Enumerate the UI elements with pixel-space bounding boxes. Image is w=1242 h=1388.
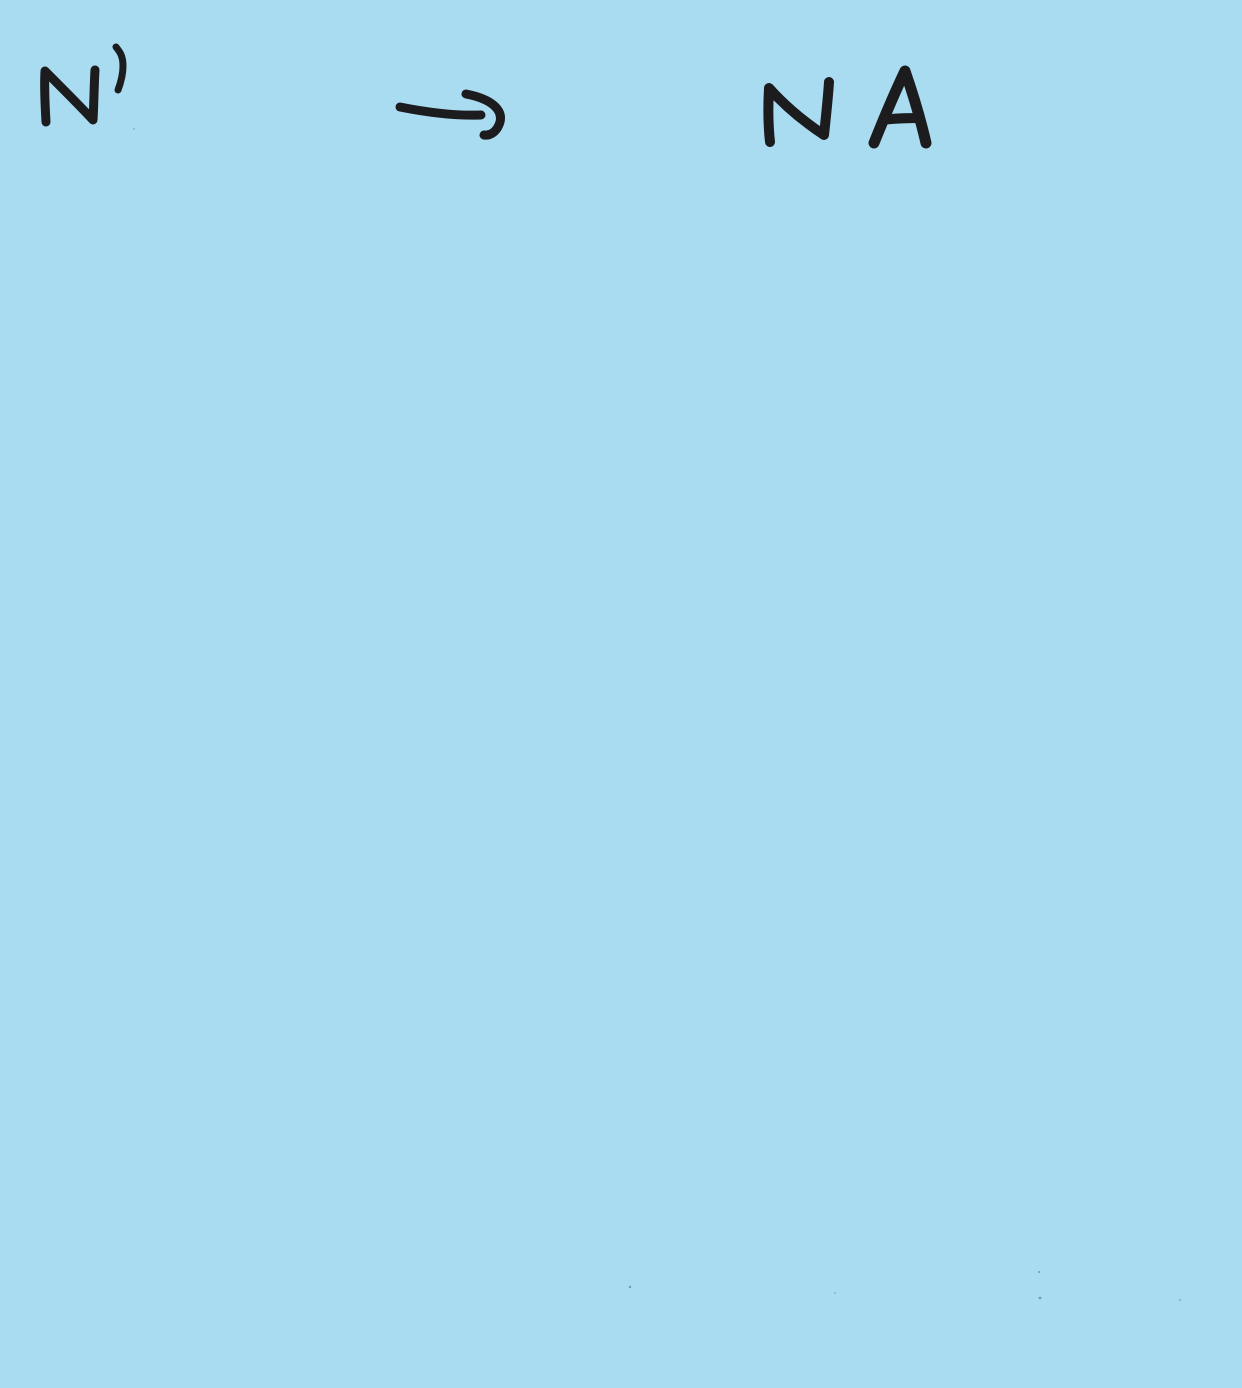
- right-term: NA: [763, 65, 932, 149]
- prime-mark: [112, 43, 127, 94]
- left-term: N': [40, 43, 127, 127]
- letter-n-left: [40, 65, 100, 127]
- letter-a: [868, 65, 932, 149]
- paper-specks: [133, 128, 1181, 1301]
- letter-n-right: [763, 77, 834, 147]
- letter-a-crossbar: [878, 113, 925, 125]
- arrow-icon: →: [395, 89, 505, 140]
